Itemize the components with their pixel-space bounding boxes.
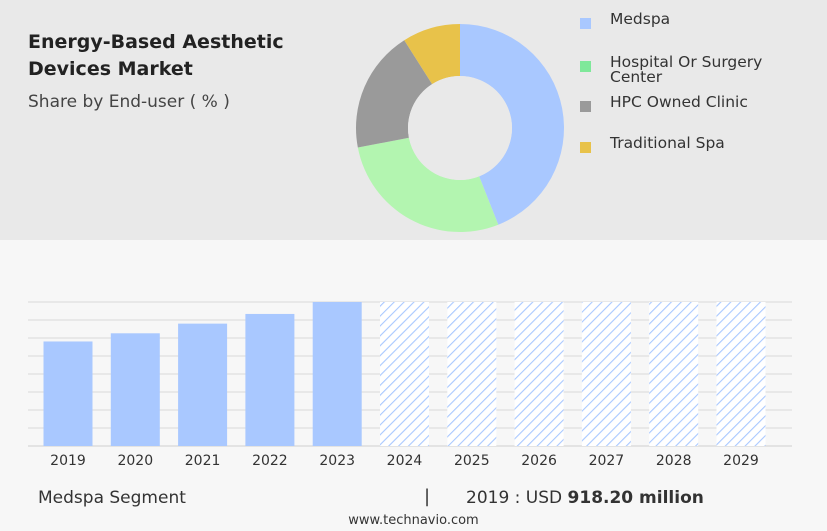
x-tick-label: 2019 — [50, 453, 86, 469]
donut-slice-traditional-spa — [404, 24, 460, 85]
x-tick-label: 2029 — [723, 453, 759, 469]
legend-label: HPC Owned Clinic — [610, 93, 748, 111]
chart-title: Energy-Based Aesthetic Devices Market — [28, 31, 284, 80]
bar-2026 — [514, 302, 564, 446]
bar-2029 — [716, 302, 766, 446]
x-tick-label: 2027 — [589, 453, 625, 469]
legend-item-hpc: HPC Owned Clinic — [580, 93, 800, 112]
value-amount: 918.20 million — [567, 488, 704, 508]
segment-label: Medspa Segment — [38, 488, 186, 508]
x-tick-label: 2022 — [252, 453, 288, 469]
segment-value: 2019 : USD 918.20 million — [466, 488, 704, 508]
bar-2024 — [380, 302, 429, 446]
donut-slice-medspa — [460, 24, 564, 225]
value-prefix: 2019 : USD — [466, 488, 563, 508]
legend-swatch — [580, 142, 591, 153]
x-tick-label: 2028 — [656, 453, 692, 469]
legend-label: Traditional Spa — [610, 134, 725, 152]
bar-2028 — [649, 302, 699, 446]
bar-2023 — [312, 302, 362, 446]
bar-2022 — [245, 313, 295, 446]
legend-swatch — [580, 101, 591, 112]
legend-swatch — [580, 61, 591, 72]
legend-item-traditional-spa: Traditional Spa — [580, 134, 800, 153]
x-tick-label: 2021 — [185, 453, 221, 469]
chart-subtitle: Share by End-user ( % ) — [28, 92, 230, 112]
donut-hole — [408, 76, 512, 180]
bar-2027 — [581, 302, 631, 446]
legend-swatch — [580, 18, 591, 29]
legend-item-medspa: Medspa — [580, 10, 800, 29]
legend-item-hospital: Hospital Or Surgery Center — [580, 53, 800, 86]
x-tick-label: 2024 — [387, 453, 423, 469]
donut-slice-hpc-owned-clinic — [356, 40, 433, 148]
source-link[interactable]: www.technavio.com — [348, 513, 479, 528]
bar-2019 — [43, 341, 93, 446]
bar-2021 — [178, 323, 228, 446]
bar-2020 — [110, 333, 160, 446]
legend-label: Medspa — [610, 10, 671, 28]
legend-label: Hospital Or Surgery Center — [610, 53, 763, 86]
bar-2025 — [447, 302, 497, 446]
bar-chart: 2019 2020 2021 2022 2023 2024 2025 2026 2027 2028… — [28, 301, 792, 469]
x-tick-label: 2025 — [454, 453, 490, 469]
donut-chart — [356, 24, 564, 233]
x-tick-label: 2026 — [521, 453, 557, 469]
x-tick-label: 2023 — [319, 453, 355, 469]
donut-slice-hospital-or-surgery-center — [357, 137, 499, 233]
footer-separator: | — [424, 486, 431, 507]
x-tick-label: 2020 — [117, 453, 153, 469]
